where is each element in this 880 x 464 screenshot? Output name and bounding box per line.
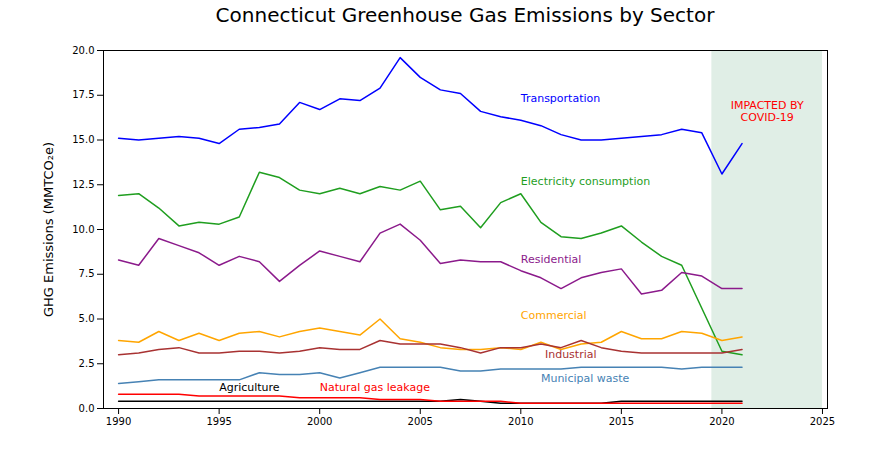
svg-text:2025: 2025	[810, 416, 835, 427]
svg-text:5.0: 5.0	[79, 313, 95, 324]
svg-text:Electricity consumption: Electricity consumption	[521, 175, 650, 188]
svg-text:10.0: 10.0	[72, 224, 94, 235]
svg-text:2005: 2005	[408, 416, 433, 427]
svg-text:17.5: 17.5	[72, 89, 94, 100]
svg-text:2000: 2000	[307, 416, 332, 427]
svg-text:20.0: 20.0	[72, 45, 94, 56]
svg-text:2010: 2010	[508, 416, 533, 427]
svg-text:15.0: 15.0	[72, 134, 94, 145]
svg-text:Residential: Residential	[521, 253, 582, 266]
svg-text:2.5: 2.5	[79, 358, 95, 369]
svg-text:GHG Emissions (MMTCO₂e): GHG Emissions (MMTCO₂e)	[41, 142, 56, 317]
html-text:Connecticut Greenhouse Gas Emi: Connecticut Greenhouse Gas Emissions by …	[215, 3, 715, 27]
svg-text:Agriculture: Agriculture	[219, 381, 280, 394]
svg-text:Industrial: Industrial	[545, 348, 597, 361]
svg-text:Natural gas leakage: Natural gas leakage	[320, 381, 430, 394]
svg-text:12.5: 12.5	[72, 179, 94, 190]
svg-text:1990: 1990	[106, 416, 131, 427]
svg-text:IMPACTED BYCOVID-19: IMPACTED BYCOVID-19	[731, 99, 804, 124]
svg-text:2020: 2020	[709, 416, 734, 427]
svg-text:Transportation: Transportation	[520, 92, 600, 105]
svg-text:7.5: 7.5	[79, 268, 95, 279]
svg-text:1995: 1995	[206, 416, 231, 427]
svg-text:Commercial: Commercial	[521, 309, 587, 322]
svg-text:Municipal waste: Municipal waste	[541, 372, 630, 385]
svg-text:2015: 2015	[609, 416, 634, 427]
svg-text:0.0: 0.0	[79, 403, 95, 414]
